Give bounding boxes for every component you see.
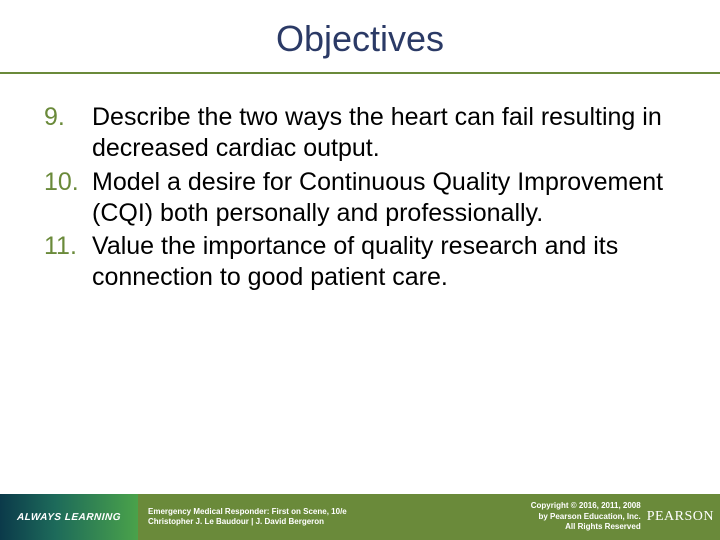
copyright-line: by Pearson Education, Inc. bbox=[531, 512, 641, 522]
objectives-list: 9. Describe the two ways the heart can f… bbox=[44, 102, 676, 294]
always-learning-text: ALWAYS LEARNING bbox=[17, 512, 122, 523]
copyright-block: Copyright © 2016, 2011, 2008 by Pearson … bbox=[531, 501, 641, 532]
content-area: 9. Describe the two ways the heart can f… bbox=[0, 74, 720, 540]
item-text: Model a desire for Continuous Quality Im… bbox=[92, 167, 676, 230]
pearson-logo: PEARSON bbox=[647, 509, 714, 525]
copyright-line: All Rights Reserved bbox=[531, 522, 641, 532]
book-title: Emergency Medical Responder: First on Sc… bbox=[148, 507, 502, 517]
list-item: 9. Describe the two ways the heart can f… bbox=[44, 102, 676, 165]
slide: Objectives 9. Describe the two ways the … bbox=[0, 0, 720, 540]
footer: ALWAYS LEARNING Emergency Medical Respon… bbox=[0, 494, 720, 540]
list-item: 10. Model a desire for Continuous Qualit… bbox=[44, 167, 676, 230]
item-text: Describe the two ways the heart can fail… bbox=[92, 102, 676, 165]
title-wrap: Objectives bbox=[0, 0, 720, 72]
item-number: 9. bbox=[44, 102, 92, 165]
item-number: 11. bbox=[44, 231, 92, 294]
slide-title: Objectives bbox=[0, 18, 720, 60]
book-authors: Christopher J. Le Baudour | J. David Ber… bbox=[148, 517, 502, 527]
copyright-line: Copyright © 2016, 2011, 2008 bbox=[531, 501, 641, 511]
list-item: 11. Value the importance of quality rese… bbox=[44, 231, 676, 294]
footer-right: Copyright © 2016, 2011, 2008 by Pearson … bbox=[502, 494, 720, 540]
footer-book-info: Emergency Medical Responder: First on Sc… bbox=[138, 494, 502, 540]
item-number: 10. bbox=[44, 167, 92, 230]
always-learning-badge: ALWAYS LEARNING bbox=[0, 494, 138, 540]
item-text: Value the importance of quality research… bbox=[92, 231, 676, 294]
